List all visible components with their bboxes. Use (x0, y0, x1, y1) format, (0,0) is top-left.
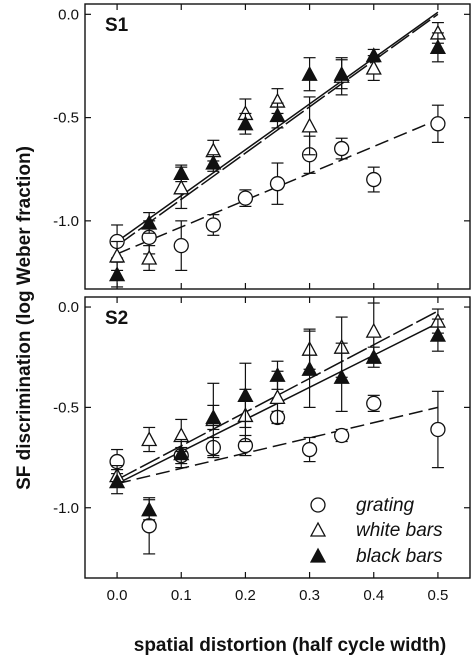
data-point-circle (237, 190, 254, 206)
data-point-circle (173, 237, 189, 254)
data-point-open-triangle (309, 521, 327, 537)
x-tick-label: 0.0 (107, 587, 128, 604)
data-point-filled-triangle (365, 348, 382, 364)
legend-label: grating (356, 495, 415, 516)
x-axis-title: spatial distortion (half cycle width) (134, 635, 446, 656)
data-point-filled-triangle (173, 164, 190, 180)
panel-label: S1 (105, 15, 129, 36)
data-point-filled-triangle (301, 65, 318, 81)
y-tick-label: -1.0 (53, 213, 79, 230)
data-point-open-triangle (173, 179, 190, 195)
data-point-filled-triangle (333, 65, 350, 81)
panel-label: S2 (105, 308, 128, 329)
y-tick-label: -0.5 (53, 399, 79, 416)
data-point-open-triangle (108, 247, 126, 263)
x-tick-label: 0.5 (427, 587, 448, 604)
data-point-filled-triangle (141, 214, 158, 230)
x-tick-label: 0.3 (299, 587, 320, 604)
data-point-open-triangle (141, 431, 158, 447)
data-point-filled-triangle (205, 409, 222, 425)
legend-item: black bars (309, 546, 443, 567)
data-point-open-triangle (301, 117, 318, 133)
fit-line-open-triangle (116, 310, 439, 481)
data-point-filled-triangle (365, 47, 382, 63)
fit-line-open-triangle (116, 13, 439, 247)
y-tick-label: 0.0 (58, 299, 79, 316)
data-point-filled-triangle (237, 386, 254, 403)
data-point-open-triangle (141, 249, 158, 265)
data-point-circle (205, 217, 221, 233)
legend-label: white bars (356, 520, 443, 541)
data-point-circle (366, 395, 382, 412)
y-tick-label: -1.0 (53, 500, 79, 517)
data-point-filled-triangle (333, 368, 350, 384)
data-point-filled-triangle (301, 360, 318, 376)
data-point-open-triangle (365, 59, 382, 75)
x-tick-label: 0.4 (363, 587, 384, 604)
data-point-circle (334, 140, 350, 157)
data-point-open-triangle (269, 388, 286, 405)
data-point-circle (141, 518, 157, 534)
data-point-circle (334, 427, 350, 444)
data-point-open-triangle (365, 322, 382, 338)
data-point-filled-triangle (108, 266, 126, 282)
data-point-filled-triangle (429, 38, 447, 55)
data-point-filled-triangle (205, 154, 222, 170)
legend-item: grating (310, 495, 415, 516)
data-point-filled-triangle (237, 115, 254, 131)
y-axis-title: SF discrimination (log Weber fraction) (14, 146, 35, 490)
x-tick-label: 0.1 (171, 587, 192, 604)
data-point-circle (301, 441, 318, 458)
legend: grating white bars black bars (309, 495, 443, 567)
data-point-filled-triangle (309, 547, 327, 563)
x-tick-label: 0.2 (235, 587, 256, 604)
data-point-filled-triangle (429, 326, 447, 342)
data-point-filled-triangle (269, 107, 286, 123)
data-point-circle (430, 116, 446, 132)
plot-frame (84, 296, 471, 579)
data-point-circle (269, 176, 286, 192)
fit-line-open-circle (116, 406, 439, 485)
data-point-filled-triangle (141, 501, 158, 517)
panel-s1: 0.0 -0.5 -1.0 S1 (53, 3, 471, 290)
y-tick-label: -0.5 (53, 110, 79, 127)
legend-item: white bars (309, 520, 443, 541)
legend-label: black bars (356, 546, 443, 567)
data-point-circle (366, 171, 382, 188)
panel-s2: 0.0 -0.5 -1.0 0.0 0.1 0.2 0.3 0.4 0.5 S2 (53, 296, 471, 604)
data-point-filled-triangle (269, 366, 286, 382)
y-tick-label: 0.0 (58, 6, 79, 23)
data-point-filled-triangle (108, 473, 126, 489)
data-point-circle (430, 421, 446, 438)
data-point-filled-triangle (173, 445, 190, 461)
plot-frame (84, 3, 471, 290)
data-point-circle (310, 497, 326, 513)
